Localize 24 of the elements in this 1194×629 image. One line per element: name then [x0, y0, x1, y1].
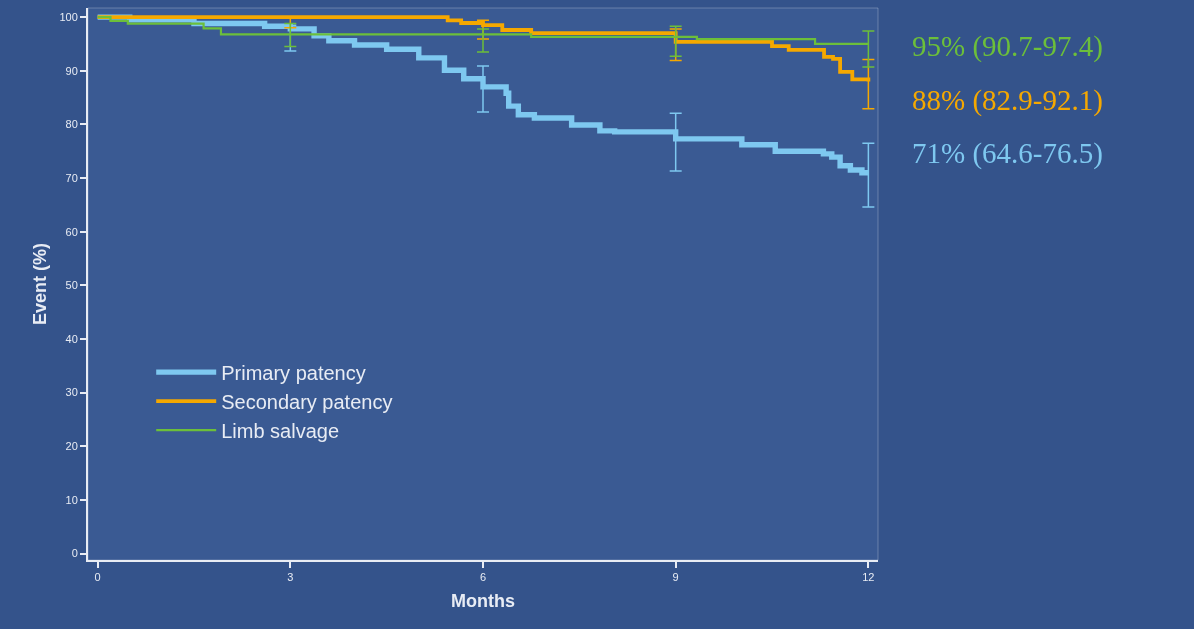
y-tick-label: 80 — [65, 118, 78, 131]
x-tick-label: 6 — [479, 571, 487, 584]
x-tick-label: 3 — [287, 571, 294, 584]
legend-label: Secondary patency — [221, 390, 393, 413]
y-axis-title: Event (%) — [30, 242, 51, 326]
y-tick-label: 0 — [71, 547, 78, 560]
legend-label: Limb salvage — [221, 419, 340, 442]
x-tick-label: 0 — [94, 571, 101, 584]
y-tick-label: 70 — [65, 171, 78, 184]
y-tick-label: 50 — [65, 279, 78, 292]
y-tick-label: 10 — [65, 493, 78, 506]
y-tick-label: 20 — [65, 440, 78, 453]
text: 88% (82.9-92.1) — [912, 84, 1103, 117]
y-tick-label: 90 — [65, 64, 78, 77]
y-tick-label: 30 — [65, 386, 78, 399]
text: 71% (64.6-76.5) — [912, 137, 1103, 170]
x-tick-label: 9 — [672, 571, 679, 584]
y-tick-label: 60 — [65, 225, 78, 238]
legend-label: Primary patency — [221, 361, 366, 384]
x-axis-title: Months — [451, 590, 515, 611]
y-tick-label: 100 — [59, 10, 78, 23]
x-tick-label: 12 — [862, 571, 875, 584]
y-tick-label: 40 — [65, 332, 78, 345]
text: 95% (90.7-97.4) — [912, 30, 1103, 63]
